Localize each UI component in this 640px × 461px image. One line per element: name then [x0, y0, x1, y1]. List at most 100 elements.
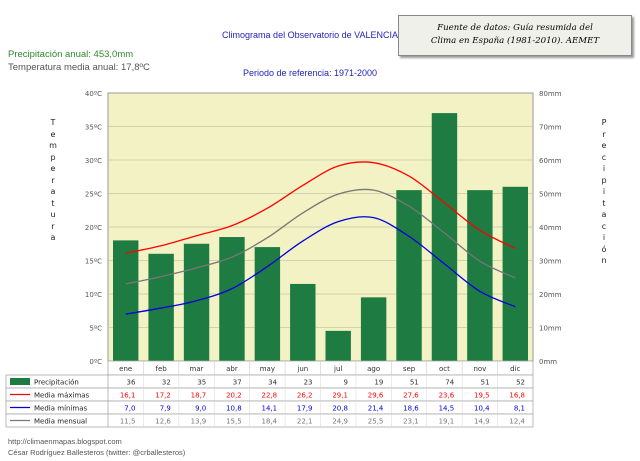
precipitation-bar	[467, 190, 493, 361]
data-value: 17,2	[155, 392, 171, 400]
right-tick-label: 60mm	[539, 157, 562, 165]
data-value: 10,4	[474, 405, 490, 413]
left-tick-label: 25ºC	[85, 191, 102, 199]
data-value: 52	[516, 379, 525, 387]
precipitation-bar	[254, 247, 281, 361]
data-value: 29,6	[368, 392, 384, 400]
data-value: 8,1	[514, 405, 525, 413]
left-axis-label-letter: e	[50, 164, 56, 173]
right-axis-label-letter: i	[602, 164, 606, 173]
category-label: ago	[367, 365, 380, 373]
category-label: jul	[333, 365, 342, 373]
precipitation-bar	[290, 283, 316, 361]
data-value: 7,9	[160, 405, 171, 413]
data-value: 22,1	[297, 418, 313, 426]
chart-subtitle: Periodo de referencia: 1971-2000	[242, 68, 378, 78]
precipitation-bar	[396, 190, 422, 361]
data-value: 32	[162, 379, 171, 387]
data-value: 12,6	[155, 418, 171, 426]
footer-author: César Rodríguez Ballesteros (twitter: @c…	[8, 448, 186, 457]
left-axis-label-letter: r	[51, 221, 55, 231]
data-value: 27,6	[403, 392, 419, 400]
source-note-line1: Fuente de datos: Guía resumida del	[437, 23, 593, 33]
right-axis-label-letter: c	[601, 152, 607, 162]
data-value: 18,7	[191, 392, 207, 400]
data-value: 20,8	[332, 405, 348, 413]
data-value: 35	[197, 379, 206, 387]
data-value: 19,1	[439, 418, 455, 426]
data-value: 16,1	[120, 392, 136, 400]
right-axis-label-letter: r	[602, 129, 606, 139]
category-label: jun	[296, 365, 308, 373]
data-value: 7,0	[124, 405, 135, 413]
data-value: 9	[343, 379, 347, 387]
left-axis-label-letter: m	[49, 141, 57, 150]
data-value: 19,5	[474, 392, 490, 400]
data-value: 14,9	[474, 418, 490, 426]
left-axis-label-letter: e	[50, 129, 56, 139]
category-label: mar	[190, 365, 204, 373]
right-axis-label-letter: n	[601, 256, 607, 265]
data-value: 25,5	[368, 418, 384, 426]
right-tick-label: 40mm	[539, 224, 562, 232]
category-label: ene	[119, 365, 132, 373]
right-axis-label-letter: c	[601, 221, 607, 231]
category-label: abr	[226, 365, 238, 373]
data-value: 18,4	[261, 418, 277, 426]
category-label: nov	[473, 365, 486, 373]
right-tick-label: 30mm	[539, 258, 562, 266]
right-axis-label-letter: p	[601, 175, 607, 185]
data-value: 11,5	[120, 418, 136, 426]
left-tick-label: 0ºC	[89, 358, 102, 366]
right-axis-label-letter: ó	[601, 244, 607, 254]
data-value: 23	[304, 379, 313, 387]
precipitation-bar	[325, 330, 351, 361]
data-value: 13,9	[191, 418, 207, 426]
right-axis-label-letter: e	[601, 141, 607, 150]
left-axis-label-letter: a	[50, 187, 56, 196]
left-tick-label: 35ºC	[85, 124, 102, 132]
data-value: 9,0	[195, 405, 206, 413]
line-media-m-nimas	[125, 216, 516, 315]
right-tick-label: 20mm	[539, 291, 562, 299]
left-axis-label-letter: a	[50, 233, 56, 242]
data-value: 19	[374, 379, 383, 387]
data-value: 14,5	[439, 405, 455, 413]
data-value: 23,1	[403, 418, 419, 426]
right-tick-label: 0mm	[539, 358, 557, 366]
data-value: 74	[445, 379, 454, 387]
data-value: 36	[126, 379, 135, 387]
left-axis-label-letter: T	[50, 118, 56, 127]
left-tick-label: 30ºC	[85, 157, 102, 165]
left-tick-label: 10ºC	[85, 291, 102, 299]
legend-label: Precipitación	[34, 379, 79, 387]
category-label: may	[260, 365, 275, 373]
axes: 0ºC 5ºC 10ºC 15ºC 20ºC 25ºC 30ºC 35ºC 40ºC 0mm 10m…	[85, 90, 562, 366]
data-value: 20,2	[226, 392, 242, 400]
right-tick-label: 10mm	[539, 325, 562, 333]
precipitation-bar	[431, 113, 458, 361]
data-value: 51	[481, 379, 490, 387]
left-axis-label-letter: t	[51, 198, 55, 208]
source-note: Fuente de datos: Guía resumida del Clima…	[398, 15, 632, 56]
legend-label: Media mensual	[34, 418, 87, 426]
right-axis-label-letter: t	[602, 198, 606, 208]
category-label: oct	[439, 365, 450, 373]
right-tick-label: 70mm	[539, 124, 562, 132]
left-axis-label-letter: r	[51, 175, 55, 185]
precipitation-bar	[360, 297, 387, 361]
data-value: 17,9	[297, 405, 313, 413]
data-value: 37	[233, 379, 242, 387]
left-axis-label-letter: u	[50, 210, 56, 219]
data-value: 29,1	[332, 392, 348, 400]
line-media-m-ximas	[125, 161, 516, 254]
right-tick-label: 50mm	[539, 191, 562, 199]
left-tick-label: 20ºC	[85, 224, 102, 232]
data-value: 22,8	[261, 392, 277, 400]
category-label: dic	[510, 365, 520, 373]
data-value: 18,6	[403, 405, 419, 413]
data-value: 10,8	[226, 405, 242, 413]
left-tick-label: 40ºC	[85, 90, 102, 98]
